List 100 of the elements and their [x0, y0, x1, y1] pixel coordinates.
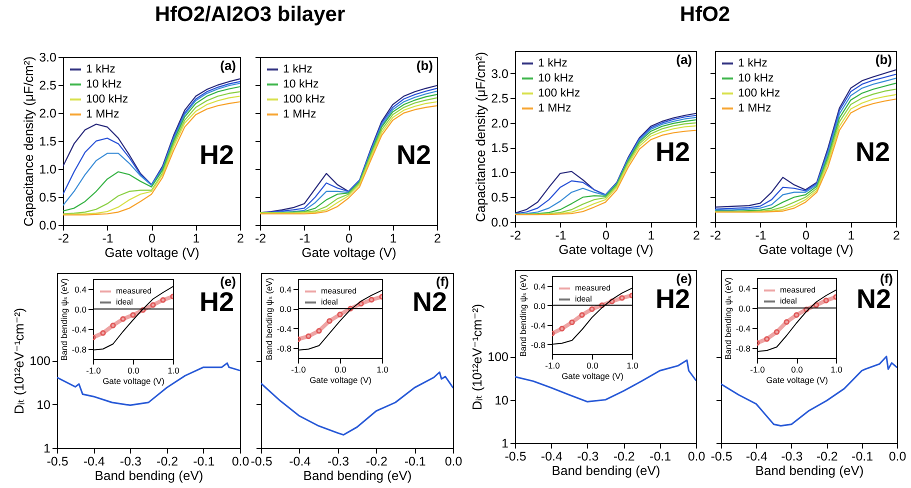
x-tick-label: -0.4 — [83, 454, 105, 468]
x-tick-label: -2 — [510, 228, 522, 242]
x-tick-label: 0.0 — [888, 450, 906, 464]
x-axis-title: Band bending (eV) — [94, 468, 204, 483]
y-axis-title: Dᵢₜ (10¹²eV⁻¹cm⁻²) — [12, 308, 27, 414]
y-tick-label: 3.0 — [491, 66, 509, 81]
annotation: (b) — [875, 52, 892, 67]
y-tick-label: 1.5 — [491, 141, 509, 156]
x-tick-label: 0 — [148, 232, 156, 246]
y-tick-label: 0.0 — [491, 216, 509, 230]
x-tick-label: -1 — [755, 228, 766, 242]
x-tick-label: -0.5 — [504, 450, 526, 464]
x-axis-title: Gate voltage (V) — [558, 242, 654, 257]
x-tick-label: 2 — [434, 232, 442, 246]
annotation: H2 — [655, 137, 690, 167]
x-tick-label: 0.0 — [444, 454, 462, 468]
x-axis-title: Gate voltage (V) — [562, 371, 624, 381]
y-axis-title: Band bending ψₛ (eV) — [264, 278, 274, 360]
x-tick-label: 1.0 — [376, 364, 389, 374]
y-tick-label: 2.0 — [491, 116, 509, 130]
x-tick-label: 1.0 — [168, 366, 180, 376]
x-axis-title: Gate voltage (V) — [758, 242, 854, 257]
x-tick-label: -0.1 — [404, 454, 426, 468]
x-tick-label: -0.2 — [816, 450, 838, 464]
legend-label: ideal — [575, 294, 592, 304]
x-tick-label: 0.0 — [688, 450, 706, 464]
y-tick-label: -0.8 — [530, 340, 546, 350]
x-tick-label: -1 — [102, 232, 114, 246]
legend-label: 10 kHz — [538, 72, 574, 84]
y-tick-label: 0.4 — [534, 281, 546, 292]
legend-label: 1 MHz — [738, 102, 772, 114]
annotation: (e) — [676, 271, 692, 286]
x-tick-label: 0.0 — [128, 366, 140, 376]
x-tick-label: 1.0 — [830, 364, 843, 374]
legend-label: 100 kHz — [86, 94, 128, 106]
annotation: (e) — [220, 274, 236, 289]
x-axis-title: Band bending (eV) — [303, 468, 412, 483]
x-tick-label: 1 — [390, 232, 397, 246]
chart-title: HfO2 — [680, 3, 730, 27]
legend-label: 1 MHz — [283, 108, 316, 120]
x-tick-label: -0.5 — [46, 454, 68, 468]
legend-label: 100 kHz — [538, 88, 580, 100]
legend-label: 1 kHz — [283, 64, 313, 76]
annotation: (a) — [676, 52, 692, 67]
y-tick-label: 0.0 — [738, 304, 751, 314]
x-tick-label: -0.1 — [650, 450, 672, 464]
x-tick-label: -1.0 — [750, 364, 766, 374]
y-axis-title: Dᵢₜ (10¹²eV⁻¹cm⁻²) — [470, 304, 485, 410]
y-tick-label: 2.5 — [39, 78, 57, 92]
legend-label: 10 kHz — [738, 72, 774, 84]
legend-label: 1 MHz — [86, 108, 120, 120]
y-tick-label: -0.4 — [530, 320, 546, 330]
y-tick-label: 10 — [494, 393, 509, 408]
y-axis-title: Band bending ψₛ (eV) — [58, 278, 69, 361]
legend-label: measured — [780, 286, 816, 294]
x-axis-title: Band bending (eV) — [755, 463, 864, 478]
y-axis-title: Band bending ψₛ (eV) — [722, 277, 733, 360]
annotation: (a) — [220, 58, 236, 73]
chart-title: HfO2/Al2O3 bilayer — [154, 3, 346, 27]
y-tick-label: 0.4 — [738, 284, 751, 294]
x-tick-label: -0.3 — [781, 450, 803, 464]
y-tick-label: 0.0 — [39, 218, 57, 232]
x-tick-label: 0.0 — [791, 364, 804, 374]
x-tick-label: -2 — [254, 232, 266, 246]
y-tick-label: 0.4 — [280, 284, 292, 294]
y-tick-label: -0.8 — [276, 344, 292, 354]
x-tick-label: 0.0 — [232, 454, 250, 468]
legend-label: ideal — [321, 298, 338, 306]
legend-label: 10 kHz — [283, 78, 320, 90]
annotation: (f) — [436, 274, 449, 289]
x-tick-label: -1.0 — [545, 360, 560, 370]
y-tick-label: -0.4 — [276, 324, 292, 334]
legend-label: 1 kHz — [86, 64, 116, 76]
y-tick-label: 1 — [502, 436, 509, 450]
x-tick-label: -0.3 — [328, 454, 350, 468]
x-tick-label: -1 — [555, 228, 566, 242]
x-tick-label: 0 — [602, 228, 610, 242]
y-tick-label: 2.0 — [39, 106, 57, 120]
legend-label: measured — [116, 286, 152, 296]
annotation: (f) — [880, 271, 893, 286]
x-tick-label: -2 — [58, 232, 70, 246]
legend-label: 100 kHz — [283, 94, 326, 106]
x-tick-label: -2 — [710, 228, 722, 242]
y-tick-label: 100 — [30, 354, 51, 368]
y-tick-label: -0.8 — [72, 344, 87, 354]
legend-label: 10 kHz — [86, 78, 122, 90]
y-tick-label: 0.4 — [74, 284, 87, 294]
legend-label: measured — [321, 286, 357, 296]
y-axis-title: Band bending ψₛ (eV) — [518, 274, 528, 357]
x-tick-label: -0.3 — [120, 454, 142, 468]
x-tick-label: -0.5 — [250, 454, 272, 468]
x-tick-label: -0.2 — [156, 454, 178, 468]
x-axis-title: Band bending (eV) — [552, 463, 660, 478]
x-tick-label: 0.0 — [586, 360, 599, 370]
y-axis-title: Capacitance density (μF/cm²) — [21, 56, 36, 227]
y-tick-label: 1.0 — [39, 162, 57, 176]
x-tick-label: 0 — [346, 232, 353, 246]
y-tick-label: -0.4 — [736, 324, 751, 334]
annotation: N2 — [396, 140, 431, 170]
x-tick-label: -0.1 — [193, 454, 215, 468]
